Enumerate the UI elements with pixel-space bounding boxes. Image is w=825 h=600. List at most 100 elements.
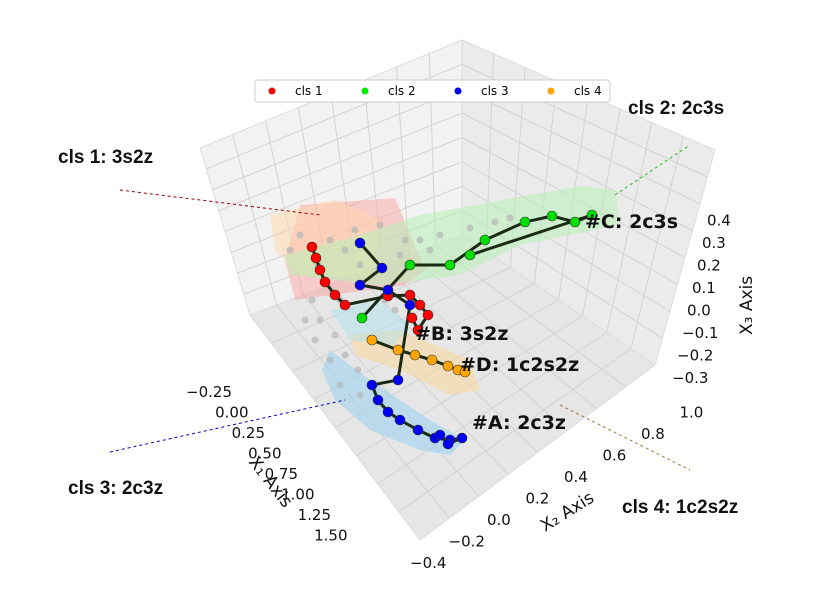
annotations: #A: 2c3z #B: 3s2z #C: 2c3s #D: 1c2s2z [415,211,678,434]
background-point [356,261,364,269]
z-tick-label: −0.1 [682,324,718,342]
y-tick-label: 1.0 [680,404,704,422]
data-point-cls4-6 [459,366,471,378]
x-tick-label: 1.00 [281,486,314,504]
gridline [606,122,653,333]
y-tick-label: 0.4 [564,468,588,486]
x-tick-label: 0.00 [215,404,248,422]
background-point [354,366,362,374]
y-tick-label: 0.2 [526,490,550,508]
data-point-cls4-2 [409,349,421,361]
callout-cls2: cls 2: 2c3s [628,98,725,119]
data-point-cls4-1 [392,344,404,356]
data-point-cls3-0 [354,237,366,249]
annotation-a: #A: 2c3z [472,412,566,434]
z-tick-label: −0.3 [672,369,708,387]
data-point-cls1-9 [422,309,434,321]
data-point-cls3-8 [382,406,394,418]
y-tick-label: 0.6 [603,447,627,465]
legend-marker-cls3 [454,87,462,95]
data-point-cls3-14 [442,438,454,450]
region-cls3 [322,350,465,455]
x-tick-label: 1.50 [314,527,347,545]
z-tick-label: 0.1 [692,279,716,297]
background-point [416,236,424,244]
data-point-cls2-3 [479,234,491,246]
callout-line-cls3 [109,399,346,453]
data-point-cls3-3 [382,284,394,296]
y-tick-label: 0.8 [641,425,665,443]
region-cls4 [350,330,480,395]
data-point-cls1-7 [404,289,416,301]
data-point-cls3-9 [394,414,406,426]
background-point [466,224,474,232]
annotation-c: #C: 2c3s [585,211,678,233]
z-tick-label: 0.2 [697,257,721,275]
callout-cls1: cls 1: 3s2z [58,147,154,168]
y-axis-ticks: −0.4−0.20.0 0.2 0.4 0.6 0.8 1.0 [410,404,703,573]
x-tick-label: 1.25 [298,506,331,524]
data-point-cls1-2 [314,264,326,276]
data-point-cls1-3 [319,276,331,288]
data-point-cls2-0 [356,312,368,324]
callout-cls3: cls 3: 2c3z [68,478,164,499]
background-point [391,306,399,314]
data-point-cls3-10 [412,424,424,436]
data-point-cls2-1 [404,259,416,271]
legend-box [254,79,611,103]
gridline [377,332,608,485]
background-point [326,236,334,244]
legend-marker-cls2 [361,87,369,95]
data-point-cls2-4 [519,216,531,228]
x-axis-ticks: −0.25 0.00 0.25 0.50 0.75 1.00 1.25 1.50 [186,383,347,545]
data-point-cls2-7 [586,209,598,221]
data-point-cls3-2 [354,279,366,291]
background-point [376,221,384,229]
x-tick-label: −0.25 [186,383,232,401]
data-point-cls3-15 [434,429,446,441]
background-point [336,381,344,389]
data-point-cls2-2 [444,259,456,271]
data-point-cls2-8 [464,249,476,261]
legend-label-cls4: cls 4 [574,84,602,98]
data-point-cls1-4 [329,289,341,301]
data-point-cls1-11 [406,312,418,324]
background-point [311,336,319,344]
data-point-cls4-0 [366,334,378,346]
data-point-cls2-6 [569,216,581,228]
data-point-cls2-5 [546,210,558,222]
region-cls3-inner [330,300,410,345]
data-point-cls3-7 [372,394,384,406]
data-point-cls1-5 [339,299,351,311]
data-point-cls1-10 [412,324,424,336]
annotation-d: #D: 1c2s2z [460,354,579,376]
y-tick-label: −0.4 [410,554,446,572]
legend: cls 1 cls 2 cls 3 cls 4 [254,79,611,103]
background-point [316,316,324,324]
background-point [286,246,294,254]
data-point-cls4-4 [442,360,454,372]
y-tick-label: 0.0 [487,511,511,529]
trajectory-cls3 [356,242,463,446]
data-point-cls3-5 [392,374,404,386]
data-point-cls1-8 [414,299,426,311]
annotation-b: #B: 3s2z [415,323,508,345]
data-points [306,209,598,450]
callout-cls4: cls 4: 1c2s2z [622,497,739,518]
region-cls2 [285,186,620,285]
background-point [326,356,334,364]
background-point [491,218,499,226]
background-point [436,231,444,239]
gridline [398,348,632,513]
legend-marker-cls1 [268,87,276,95]
background-point [356,391,364,399]
data-point-cls3-13 [456,432,468,444]
data-point-cls1-1 [310,252,322,264]
legend-marker-cls4 [547,87,555,95]
legend-label-cls3: cls 3 [481,84,509,98]
data-point-cls3-4 [404,299,416,311]
y-tick-label: −0.2 [449,533,485,551]
z-tick-label: −0.2 [677,347,713,365]
